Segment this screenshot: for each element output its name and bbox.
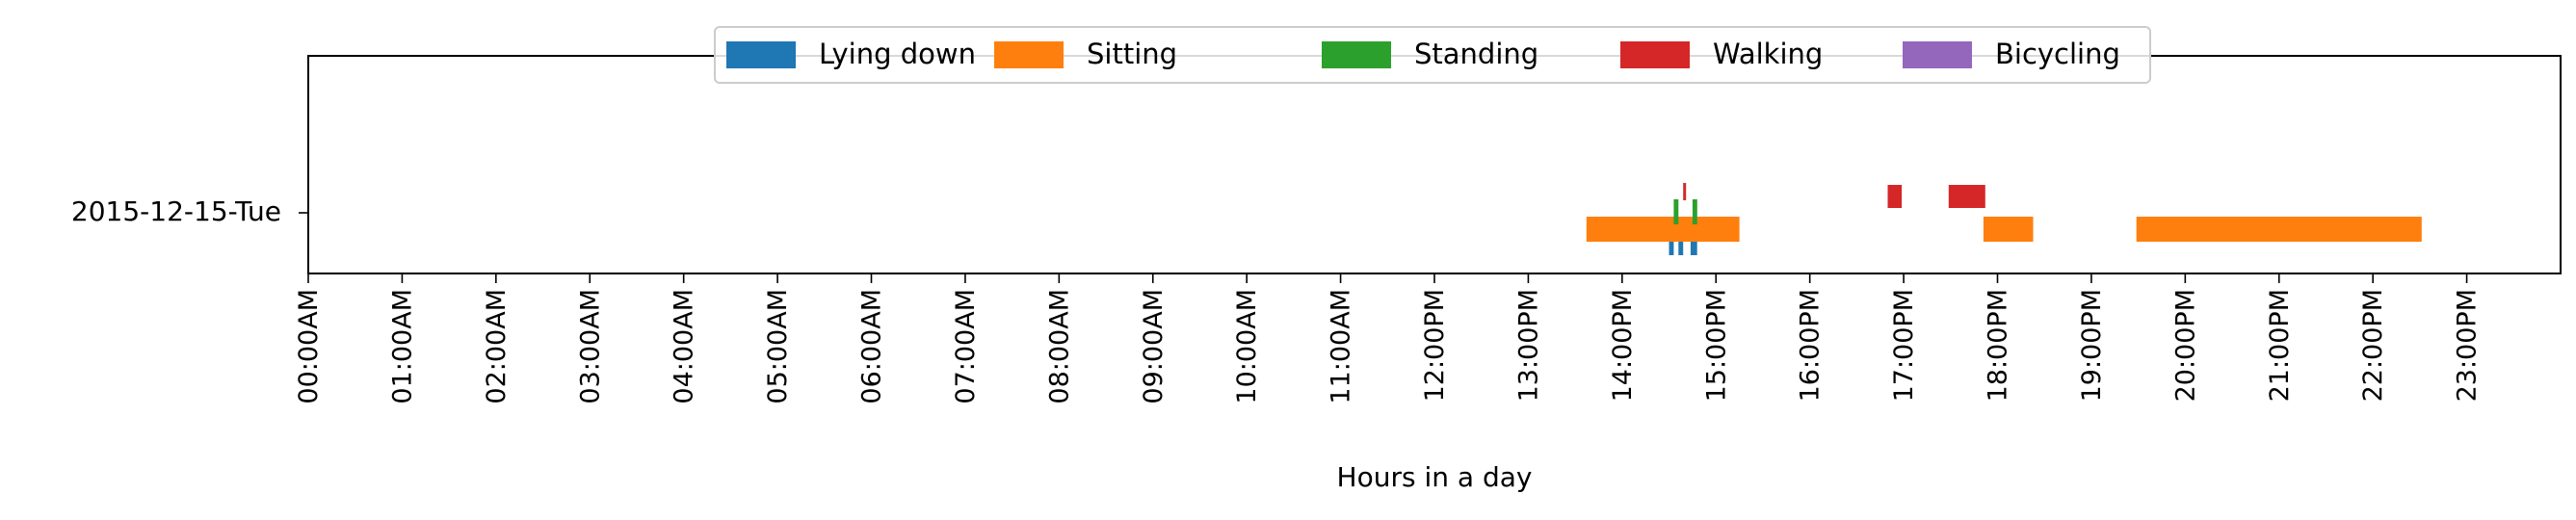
sitting-bar <box>1983 217 2034 242</box>
legend-frame <box>714 26 2151 84</box>
x-tick-label: 11:00AM <box>1327 289 1356 404</box>
walking-bar <box>1683 183 1687 200</box>
legend-label-bicycling: Bicycling <box>1995 38 2120 70</box>
legend-swatch-walking <box>1620 41 1690 68</box>
x-tick-label: 07:00AM <box>951 289 981 404</box>
x-tick-label: 21:00PM <box>2265 289 2295 402</box>
x-tick-label: 00:00AM <box>294 289 324 404</box>
walking-bar <box>1887 185 1903 208</box>
x-tick-label: 10:00AM <box>1232 289 1262 404</box>
lying-down-bar <box>1690 240 1697 255</box>
x-tick-label: 12:00PM <box>1420 289 1450 402</box>
x-tick-label: 23:00PM <box>2453 289 2483 402</box>
x-tick-label: 20:00PM <box>2170 289 2200 402</box>
x-tick-label: 14:00PM <box>1608 289 1638 402</box>
x-tick-label: 16:00PM <box>1796 289 1826 402</box>
standing-bar <box>1692 199 1697 224</box>
x-tick-label: 08:00AM <box>1044 289 1074 404</box>
x-tick-label: 22:00PM <box>2358 289 2388 402</box>
legend-label-lying-down: Lying down <box>819 38 976 70</box>
legend-label-walking: Walking <box>1713 38 1823 70</box>
lying-down-bar <box>1678 240 1684 255</box>
x-tick-label: 01:00AM <box>387 289 417 404</box>
legend: Lying down Sitting Standing Walking Bicyclin… <box>714 26 2151 84</box>
legend-swatch-standing <box>1322 41 1391 68</box>
x-axis-label: Hours in a day <box>1337 461 1533 493</box>
x-tick-label: 19:00PM <box>2077 289 2107 402</box>
x-tick-label: 18:00PM <box>1984 289 2013 402</box>
standing-bar <box>1673 199 1679 224</box>
activity-bars <box>1586 183 2422 255</box>
legend-label-sitting: Sitting <box>1087 38 1177 70</box>
legend-swatch-sitting <box>994 41 1064 68</box>
x-tick-label: 15:00PM <box>1701 289 1731 402</box>
x-tick-label: 17:00PM <box>1889 289 1919 402</box>
x-tick-label: 06:00AM <box>857 289 887 404</box>
y-tick-label: 2015-12-15-Tue <box>71 195 281 227</box>
x-tick-label: 09:00AM <box>1139 289 1169 404</box>
legend-label-standing: Standing <box>1414 38 1538 70</box>
x-axis-ticks: 00:00AM 01:00AM 02:00AM 03:00AM 04:00AM 05:00… <box>294 273 2483 404</box>
legend-swatch-bicycling <box>1903 41 1972 68</box>
sitting-bar <box>1586 217 1740 242</box>
x-tick-label: 03:00AM <box>575 289 605 404</box>
x-tick-label: 05:00AM <box>763 289 793 404</box>
walking-bar <box>1948 185 1985 208</box>
sitting-bar <box>2136 217 2422 242</box>
x-tick-label: 04:00AM <box>670 289 699 404</box>
x-tick-label: 13:00PM <box>1513 289 1543 402</box>
x-tick-label: 02:00AM <box>482 289 512 404</box>
lying-down-bar <box>1669 240 1674 255</box>
legend-swatch-lying-down <box>726 41 796 68</box>
